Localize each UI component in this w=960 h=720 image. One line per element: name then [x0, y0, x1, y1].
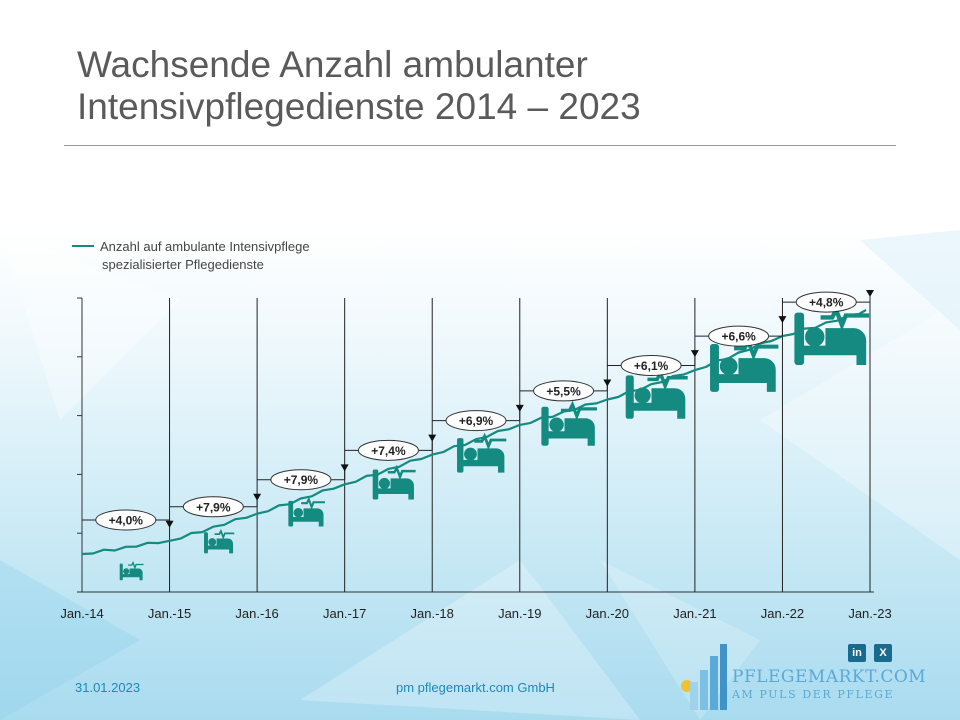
bed-icon — [795, 310, 869, 364]
x-tick-label: Jan.-23 — [848, 606, 891, 621]
growth-label: +7,4% — [371, 444, 406, 458]
growth-arrow — [253, 493, 262, 501]
growth-arrow — [515, 404, 524, 412]
legend-label-line-1: Anzahl auf ambulante Intensivpflege — [100, 239, 310, 254]
chart-legend: Anzahl auf ambulante Intensivpflege spez… — [72, 238, 310, 274]
growth-label-oval — [270, 469, 332, 491]
growth-arrow — [866, 290, 874, 297]
growth-label-oval — [708, 325, 770, 347]
x-tick-label: Jan.-17 — [323, 606, 366, 621]
bed-icon — [624, 371, 690, 420]
x-tick-label: Jan.-21 — [673, 606, 716, 621]
logo-bars-icon — [681, 644, 727, 710]
series-line — [81, 309, 867, 556]
page-title: Wachsende Anzahl ambulanter Intensivpfle… — [77, 44, 897, 128]
growth-arrow — [778, 316, 787, 324]
bed-icon — [287, 498, 326, 528]
growth-label-oval — [445, 410, 507, 432]
legend-swatch — [72, 244, 94, 247]
pflegemarkt-logo[interactable]: PFLEGEMARKT.COM AM PULS DER PFLEGE — [676, 640, 926, 710]
bed-icon — [456, 434, 508, 474]
linkedin-icon[interactable]: in — [848, 644, 866, 662]
title-divider — [64, 145, 896, 146]
growth-label-oval — [357, 439, 419, 461]
bed-icon — [203, 530, 236, 554]
growth-label-oval — [182, 496, 244, 518]
title-line-1: Wachsende Anzahl ambulanter — [77, 44, 588, 85]
growth-label: +7,9% — [284, 473, 319, 487]
growth-label: +6,6% — [721, 330, 756, 344]
logo-tagline: AM PULS DER PFLEGE — [732, 688, 895, 701]
growth-arrow — [340, 464, 349, 472]
growth-arrow — [690, 350, 699, 358]
x-tick-label: Jan.-16 — [235, 606, 278, 621]
x-tick-label: Jan.-15 — [148, 606, 191, 621]
growth-label: +4,0% — [109, 514, 144, 528]
xing-icon[interactable]: X — [874, 644, 892, 662]
growth-label: +7,9% — [196, 500, 231, 514]
x-tick-label: Jan.-22 — [761, 606, 804, 621]
bed-icon — [708, 339, 781, 393]
growth-label: +5,5% — [546, 384, 581, 398]
growth-label-oval — [95, 509, 157, 531]
growth-label: +6,9% — [459, 414, 494, 428]
legend-label-line-2: spezialisierter Pflegedienste — [102, 257, 264, 272]
growth-label: +4,8% — [809, 296, 844, 310]
logo-name: PFLEGEMARKT.COM — [732, 667, 927, 687]
title-line-2: Intensivpflegedienste 2014 – 2023 — [77, 86, 641, 127]
bed-icon — [119, 561, 145, 581]
footer-date: 31.01.2023 — [75, 680, 141, 695]
growth-label-oval — [620, 354, 682, 376]
x-tick-label: Jan.-14 — [60, 606, 103, 621]
growth-arrow — [603, 379, 612, 387]
growth-label-oval — [795, 291, 857, 313]
x-tick-label: Jan.-18 — [411, 606, 454, 621]
footer-company: pm pflegemarkt.com GmbH — [396, 680, 555, 695]
growth-arrow — [165, 520, 174, 528]
growth-arrow — [428, 434, 437, 442]
growth-label-oval — [533, 380, 595, 402]
x-tick-label: Jan.-20 — [586, 606, 629, 621]
x-tick-label: Jan.-19 — [498, 606, 541, 621]
growth-label: +6,1% — [634, 359, 669, 373]
